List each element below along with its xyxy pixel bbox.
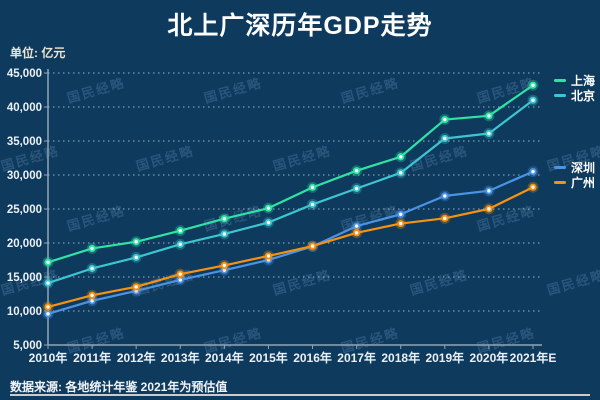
legend-dash-icon (554, 79, 566, 83)
x-axis-label: 2011年 (73, 350, 111, 365)
y-axis-label: 45,000 (7, 68, 42, 80)
data-point (86, 295, 98, 307)
x-axis-label: 2015年 (249, 350, 288, 365)
data-point (439, 190, 451, 202)
data-point (307, 181, 319, 193)
data-point (262, 202, 274, 214)
x-axis-label: 2019年 (425, 350, 464, 365)
page-title: 北上广深历年GDP走势 (167, 12, 433, 40)
data-point (439, 132, 451, 144)
legend-item-guangzhou[interactable]: 广州 (554, 174, 595, 191)
x-axis-label: 2021年E (510, 350, 557, 365)
x-axis-label: 2010年 (29, 350, 68, 365)
data-point (130, 251, 142, 263)
data-point (307, 198, 319, 210)
data-point (527, 166, 539, 178)
data-point (395, 218, 407, 230)
legend-dash-icon (554, 94, 566, 98)
data-point (86, 242, 98, 254)
data-point (395, 208, 407, 220)
data-point (351, 227, 363, 239)
series-line (46, 84, 535, 264)
data-point (527, 79, 539, 91)
data-point (351, 182, 363, 194)
x-axis-label: 2013年 (161, 350, 200, 365)
y-axis-label: 20,000 (7, 238, 42, 250)
series-guangzhou (42, 181, 539, 313)
legend-label: 广州 (571, 176, 596, 191)
data-point (439, 212, 451, 224)
legend-label: 上海 (571, 74, 596, 89)
legend-item-shenzhen[interactable]: 深圳 (554, 159, 595, 176)
data-point (527, 181, 539, 193)
data-point (174, 274, 186, 286)
data-point (351, 165, 363, 177)
y-axis-label: 40,000 (7, 102, 42, 114)
data-point (86, 262, 98, 274)
gridlines (48, 72, 540, 312)
unit-label: 单位: 亿元 (10, 46, 66, 60)
series-line (46, 170, 535, 315)
y-axis-label: 25,000 (7, 204, 42, 216)
x-axis-label: 2017年 (337, 350, 376, 365)
data-point (174, 225, 186, 237)
legend-item-shanghai[interactable]: 上海 (554, 72, 595, 89)
y-axis-label: 5,000 (13, 340, 42, 352)
series-shanghai (42, 79, 539, 268)
x-axis-label: 2018年 (381, 350, 420, 365)
data-point (42, 256, 54, 268)
y-axis-label: 30,000 (7, 170, 42, 182)
data-point (130, 281, 142, 293)
x-axis-label: 2016年 (293, 350, 332, 365)
data-point (483, 185, 495, 197)
legend-label: 北京 (571, 89, 596, 104)
axes (47, 69, 542, 346)
footer-source: 数据来源: 各地统计年鉴 2021年为预估值 (10, 380, 228, 394)
data-point (86, 289, 98, 301)
x-axis-label: 2014年 (205, 350, 244, 365)
data-point (218, 213, 230, 225)
data-point (218, 228, 230, 240)
data-point (262, 250, 274, 262)
y-axis-label: 10,000 (7, 306, 42, 318)
x-axis-label: 2020年 (470, 350, 509, 365)
data-point (174, 238, 186, 250)
data-point (527, 94, 539, 106)
data-point (218, 259, 230, 271)
series-beijing (42, 94, 539, 289)
x-axis-label: 2012年 (117, 350, 156, 365)
data-point (395, 167, 407, 179)
legend-dash-icon (554, 181, 566, 185)
series-line (46, 99, 535, 285)
footer-divider (10, 394, 590, 396)
series-line (46, 186, 535, 308)
y-axis-labels: 5,000 10,000 15,000 20,000 25,000 30,000 35,00… (7, 68, 48, 352)
legend-item-beijing[interactable]: 北京 (554, 87, 595, 104)
data-point (483, 127, 495, 139)
data-point (395, 151, 407, 163)
data-point (262, 216, 274, 228)
y-axis-label: 35,000 (7, 136, 42, 148)
data-point (483, 203, 495, 215)
legend-label: 深圳 (571, 160, 596, 175)
data-point (42, 301, 54, 313)
data-point (42, 308, 54, 320)
data-point (42, 277, 54, 289)
data-point (174, 268, 186, 280)
data-point (307, 240, 319, 252)
y-axis-label: 15,000 (7, 272, 42, 284)
data-point (130, 236, 142, 248)
x-axis-labels: 2010年 2011年 2012年 2013年 2014年 2015年 2016年 2017年… (29, 345, 557, 365)
data-point (439, 114, 451, 126)
data-point (483, 110, 495, 122)
data-point (351, 220, 363, 232)
legend-dash-icon (554, 165, 566, 169)
